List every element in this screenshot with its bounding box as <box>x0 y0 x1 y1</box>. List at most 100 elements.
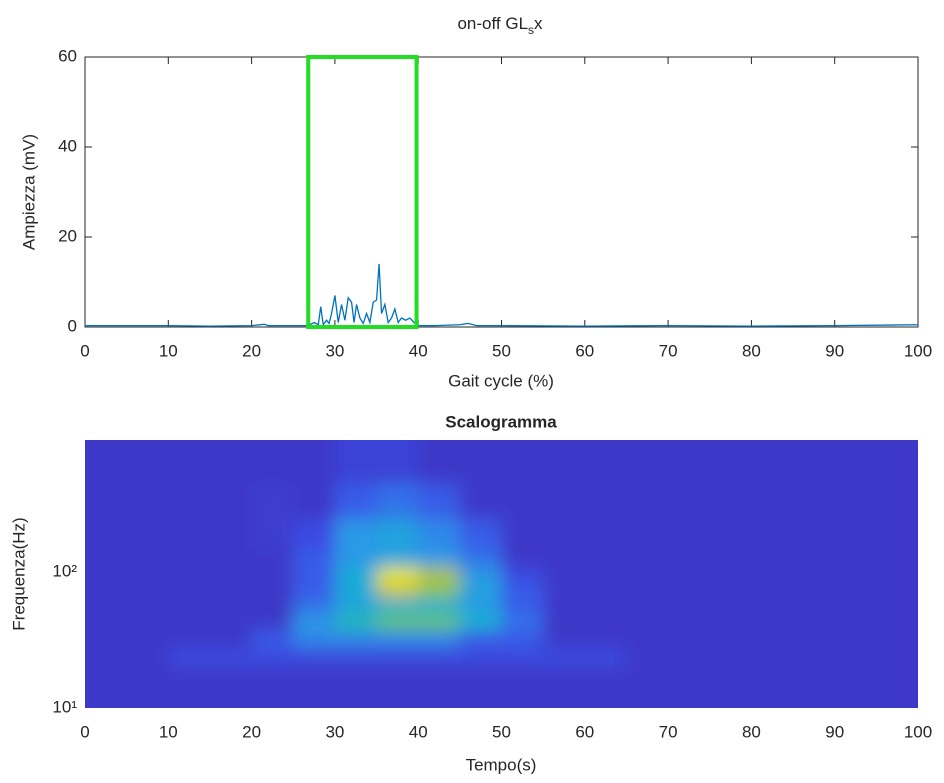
heatmap-cell <box>543 440 586 484</box>
heatmap-cell <box>209 647 253 668</box>
heatmap-cell <box>168 597 211 614</box>
heatmap-cell <box>459 440 502 484</box>
heatmap-cell <box>126 629 169 648</box>
heatmap-cell <box>501 548 544 568</box>
heatmap <box>85 440 918 708</box>
heatmap-cell <box>626 440 669 484</box>
heatmap-cell <box>376 597 419 614</box>
y-tick-label: 0 <box>68 316 77 335</box>
heatmap-cell <box>543 629 586 648</box>
heatmap-cell <box>293 629 336 648</box>
heatmap-cell <box>334 581 378 599</box>
heatmap-cell <box>209 613 253 630</box>
heatmap-cell <box>876 613 918 630</box>
heatmap-cell <box>251 684 294 708</box>
heatmap-cell <box>751 566 794 583</box>
x-tick-label: 70 <box>659 722 678 741</box>
heatmap-cell <box>668 613 711 630</box>
x-axis-label: Gait cycle (%) <box>448 371 554 390</box>
heatmap-cell <box>293 548 336 568</box>
heatmap-cell <box>751 647 794 668</box>
heatmap-cell <box>209 597 253 614</box>
x-tick-label: 90 <box>825 341 844 360</box>
heatmap-cell <box>126 684 169 708</box>
heatmap-cell <box>543 613 586 630</box>
heatmap-cell <box>501 684 544 708</box>
highlight-box <box>306 55 419 329</box>
heatmap-cell <box>168 667 211 685</box>
heatmap-cell <box>126 548 169 568</box>
heatmap-cell <box>793 548 836 568</box>
heatmap-cell <box>209 566 253 583</box>
heatmap-cell <box>168 581 211 599</box>
heatmap-cell <box>668 548 711 568</box>
heatmap-cell <box>85 440 128 484</box>
heatmap-cell <box>334 684 378 708</box>
heatmap-cell <box>751 440 794 484</box>
heatmap-cell <box>418 566 461 583</box>
heatmap-cell <box>793 667 836 685</box>
heatmap-cell <box>584 548 627 568</box>
heatmap-cell <box>709 613 752 630</box>
heatmap-cell <box>793 597 836 614</box>
heatmap-cell <box>668 518 711 549</box>
x-tick-label: 100 <box>904 341 932 360</box>
heatmap-cell <box>501 440 544 484</box>
heatmap-cell <box>168 483 211 519</box>
x-tick-label: 80 <box>742 722 761 741</box>
heatmap-cell <box>293 647 336 668</box>
y-tick-label: 20 <box>58 226 77 245</box>
heatmap-cell <box>334 629 378 648</box>
heatmap-cell <box>168 566 211 583</box>
heatmap-cell <box>876 483 918 519</box>
heatmap-cell <box>709 684 752 708</box>
heatmap-cell <box>501 566 544 583</box>
heatmap-cell <box>751 483 794 519</box>
heatmap-cell <box>834 483 877 519</box>
heatmap-cell <box>668 647 711 668</box>
heatmap-cell <box>251 440 294 484</box>
heatmap-cell <box>876 684 918 708</box>
heatmap-cell <box>418 483 461 519</box>
heatmap-cell <box>251 613 294 630</box>
heatmap-cell <box>876 581 918 599</box>
heatmap-cell <box>126 667 169 685</box>
heatmap-cell <box>251 667 294 685</box>
heatmap-cell <box>418 518 461 549</box>
heatmap-cell <box>543 518 586 549</box>
heatmap-cell <box>376 613 419 630</box>
y-tick-label: 10² <box>52 562 77 581</box>
heatmap-cell <box>668 483 711 519</box>
heatmap-cell <box>584 667 627 685</box>
heatmap-cell <box>876 667 918 685</box>
heatmap-cell <box>418 597 461 614</box>
heatmap-cell <box>334 613 378 630</box>
heatmap-cell <box>85 667 128 685</box>
heatmap-cell <box>501 597 544 614</box>
heatmap-cell <box>85 629 128 648</box>
heatmap-cell <box>85 597 128 614</box>
heatmap-cell <box>668 581 711 599</box>
heatmap-cell <box>626 566 669 583</box>
heatmap-cell <box>834 684 877 708</box>
chart-title: Scalogramma <box>445 412 557 431</box>
heatmap-cell <box>85 518 128 549</box>
heatmap-cell <box>85 684 128 708</box>
heatmap-cell <box>626 629 669 648</box>
heatmap-cell <box>418 629 461 648</box>
heatmap-cell <box>251 581 294 599</box>
heatmap-cell <box>168 440 211 484</box>
heatmap-cell <box>584 613 627 630</box>
heatmap-cell <box>376 518 419 549</box>
heatmap-cell <box>543 684 586 708</box>
heatmap-cell <box>626 613 669 630</box>
y-tick-label: 60 <box>58 46 77 65</box>
heatmap-cell <box>584 483 627 519</box>
heatmap-cell <box>459 581 502 599</box>
heatmap-cell <box>209 581 253 599</box>
x-tick-label: 60 <box>575 722 594 741</box>
heatmap-cell <box>293 613 336 630</box>
x-tick-label: 30 <box>325 341 344 360</box>
heatmap-cell <box>793 613 836 630</box>
